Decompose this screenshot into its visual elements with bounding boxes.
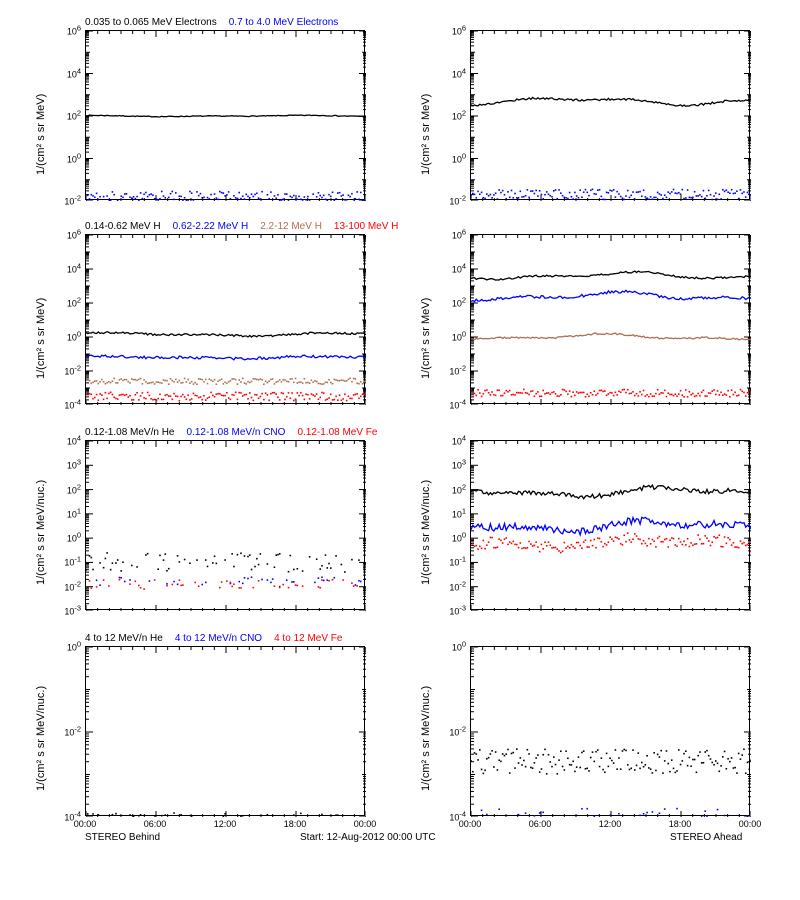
ytick-label: 10-1 xyxy=(55,555,81,568)
plot-panel-r0-c1 xyxy=(470,30,750,200)
ytick-label: 102 xyxy=(440,482,466,495)
ytick-label: 100 xyxy=(440,531,466,544)
ytick-label: 100 xyxy=(55,151,81,164)
ytick-label: 10-3 xyxy=(440,604,466,617)
ytick-label: 10-2 xyxy=(55,194,81,207)
y-axis-label: 1/(cm² s sr MeV) xyxy=(35,93,47,174)
y-axis-label: 1/(cm² s sr MeV/nuc.) xyxy=(35,479,47,584)
ytick-label: 106 xyxy=(55,228,81,241)
xaxis-title-left: STEREO Behind xyxy=(85,832,160,843)
ytick-label: 10-2 xyxy=(440,725,466,738)
ytick-label: 100 xyxy=(55,330,81,343)
y-axis-label: 1/(cm² s sr MeV/nuc.) xyxy=(420,685,432,790)
ytick-label: 10-4 xyxy=(440,398,466,411)
ytick-label: 10-2 xyxy=(440,364,466,377)
ytick-label: 100 xyxy=(55,640,81,653)
y-axis-label: 1/(cm² s sr MeV) xyxy=(420,297,432,378)
row-2-title: 0.12-1.08 MeV/n He 0.12-1.08 MeV/n CNO 0.1… xyxy=(85,427,389,438)
ytick-label: 10-2 xyxy=(440,579,466,592)
series-title: 0.12-1.08 MeV/n CNO xyxy=(187,427,286,438)
figure-root: 0.035 to 0.065 MeV Electrons 0.7 to 4.0 M… xyxy=(0,0,800,900)
xtick-label: 00:00 xyxy=(354,819,377,829)
row-0-title: 0.035 to 0.065 MeV Electrons 0.7 to 4.0 M… xyxy=(85,17,350,28)
ytick-label: 104 xyxy=(55,66,81,79)
plot-panel-r3-c0 xyxy=(85,646,365,816)
ytick-label: 102 xyxy=(440,296,466,309)
ytick-label: 100 xyxy=(440,330,466,343)
plot-panel-r1-c1 xyxy=(470,234,750,404)
ytick-label: 106 xyxy=(440,24,466,37)
series-title: 0.62-2.22 MeV H xyxy=(173,221,249,232)
xtick-label: 18:00 xyxy=(284,819,307,829)
series-title: 4 to 12 MeV Fe xyxy=(274,633,342,644)
plot-panel-r2-c1 xyxy=(470,440,750,610)
ytick-label: 102 xyxy=(440,109,466,122)
series-title: 0.7 to 4.0 MeV Electrons xyxy=(229,17,339,28)
ytick-label: 10-3 xyxy=(55,604,81,617)
ytick-label: 103 xyxy=(55,458,81,471)
ytick-label: 102 xyxy=(55,482,81,495)
series-title: 2.2-12 MeV H xyxy=(260,221,322,232)
ytick-label: 106 xyxy=(55,24,81,37)
ytick-label: 100 xyxy=(55,531,81,544)
series-title: 0.14-0.62 MeV H xyxy=(85,221,161,232)
xaxis-title-center: Start: 12-Aug-2012 00:00 UTC xyxy=(300,832,436,843)
series-title: 0.035 to 0.065 MeV Electrons xyxy=(85,17,217,28)
ytick-label: 104 xyxy=(55,262,81,275)
row-3-title: 4 to 12 MeV/n He 4 to 12 MeV/n CNO 4 to 12… xyxy=(85,633,354,644)
ytick-label: 104 xyxy=(55,434,81,447)
series-title: 0.12-1.08 MeV/n He xyxy=(85,427,175,438)
xaxis-title-right: STEREO Ahead xyxy=(670,832,742,843)
xtick-label: 00:00 xyxy=(739,819,762,829)
xtick-label: 00:00 xyxy=(459,819,482,829)
ytick-label: 101 xyxy=(440,506,466,519)
ytick-label: 104 xyxy=(440,262,466,275)
ytick-label: 10-2 xyxy=(440,194,466,207)
ytick-label: 104 xyxy=(440,66,466,79)
ytick-label: 103 xyxy=(440,458,466,471)
row-1-title: 0.14-0.62 MeV H 0.62-2.22 MeV H 2.2-12 MeV… xyxy=(85,221,410,232)
y-axis-label: 1/(cm² s sr MeV/nuc.) xyxy=(35,685,47,790)
series-title: 0.12-1.08 MeV Fe xyxy=(297,427,377,438)
ytick-label: 106 xyxy=(440,228,466,241)
ytick-label: 10-2 xyxy=(55,579,81,592)
plot-panel-r1-c0 xyxy=(85,234,365,404)
plot-panel-r2-c0 xyxy=(85,440,365,610)
series-title: 4 to 12 MeV/n He xyxy=(85,633,163,644)
y-axis-label: 1/(cm² s sr MeV) xyxy=(420,93,432,174)
xtick-label: 00:00 xyxy=(74,819,97,829)
xtick-label: 12:00 xyxy=(214,819,237,829)
ytick-label: 102 xyxy=(55,109,81,122)
y-axis-label: 1/(cm² s sr MeV) xyxy=(35,297,47,378)
ytick-label: 101 xyxy=(55,506,81,519)
plot-panel-r0-c0 xyxy=(85,30,365,200)
ytick-label: 104 xyxy=(440,434,466,447)
ytick-label: 10-2 xyxy=(55,725,81,738)
ytick-label: 10-2 xyxy=(55,364,81,377)
ytick-label: 10-4 xyxy=(55,398,81,411)
plot-panel-r3-c1 xyxy=(470,646,750,816)
y-axis-label: 1/(cm² s sr MeV/nuc.) xyxy=(420,479,432,584)
xtick-label: 06:00 xyxy=(529,819,552,829)
xtick-label: 18:00 xyxy=(669,819,692,829)
series-title: 4 to 12 MeV/n CNO xyxy=(175,633,262,644)
series-title: 13-100 MeV H xyxy=(334,221,398,232)
ytick-label: 100 xyxy=(440,151,466,164)
xtick-label: 12:00 xyxy=(599,819,622,829)
ytick-label: 102 xyxy=(55,296,81,309)
ytick-label: 100 xyxy=(440,640,466,653)
ytick-label: 10-1 xyxy=(440,555,466,568)
xtick-label: 06:00 xyxy=(144,819,167,829)
